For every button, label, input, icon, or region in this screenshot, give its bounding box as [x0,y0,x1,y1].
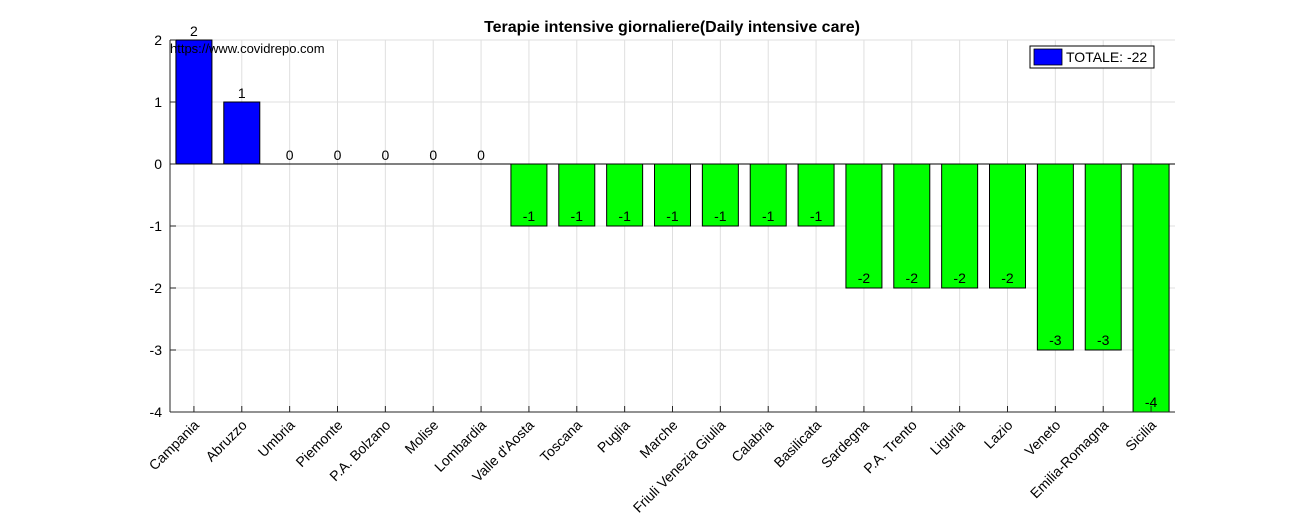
data-label: 2 [190,23,198,39]
y-tick-label: -4 [150,404,163,420]
data-label: 0 [429,147,437,163]
bar [510,163,548,227]
data-label: 0 [334,147,342,163]
x-tick-label: Calabria [728,417,776,465]
bar [1036,163,1074,351]
y-tick-label: -1 [150,218,163,234]
data-label: 0 [286,147,294,163]
bar [989,163,1026,289]
bar [797,163,835,227]
data-labels: 2 1 0 0 0 0 0 -1 -1 -1 -1 -1 -1 -1 -2 -2 -2 -2 -3 -3 -4 [190,23,1157,410]
data-label: -1 [762,208,775,224]
data-label: -1 [810,208,823,224]
bar [845,163,883,289]
data-label: -3 [1097,332,1110,348]
x-tick-label: Umbria [255,417,298,460]
legend-swatch [1033,48,1063,66]
data-label: -1 [714,208,727,224]
x-tick-label: Basilicata [771,417,825,471]
data-label: 0 [381,147,389,163]
source-annotation: https://www.covidrepo.com [170,41,325,56]
x-tick-label: Lazio [981,417,1016,452]
bar [1084,163,1122,351]
x-tick-label: Marche [636,417,680,461]
bar [893,163,931,289]
bar [654,163,691,227]
x-tick-label: Sicilia [1122,417,1159,454]
data-label: -3 [1049,332,1062,348]
data-label: -1 [523,208,536,224]
bars [175,39,1170,413]
bar [1132,163,1170,413]
data-label: -1 [618,208,631,224]
data-label: -2 [953,270,966,286]
data-label: -2 [1001,270,1014,286]
bar [941,163,979,289]
bar [606,163,644,227]
data-label: -2 [858,270,871,286]
data-label: -1 [571,208,584,224]
bar [223,101,261,165]
data-label: 1 [238,85,246,101]
legend: TOTALE: -22 [1029,45,1155,69]
y-tick-label: 0 [154,156,162,172]
data-label: -4 [1145,394,1158,410]
x-tick-label: Liguria [927,417,968,458]
legend-label: TOTALE: -22 [1066,49,1147,65]
x-tick-label: Toscana [537,417,585,465]
x-tick-label: Friuli Venezia Giulia [630,417,729,516]
bar [701,163,739,227]
x-tick-label: Veneto [1021,417,1063,459]
x-tick-label: Molise [401,417,441,457]
bar [175,39,213,165]
chart-title: Terapie intensive giornaliere(Daily inte… [484,19,860,36]
y-tick-label: 2 [154,32,162,48]
data-label: -1 [666,208,679,224]
axes [169,39,1175,413]
x-tick-label: Abruzzo [202,417,250,465]
x-tick-label: Puglia [594,417,633,456]
y-tick-label: 1 [154,94,162,110]
bar [749,163,787,227]
data-label: -2 [906,270,919,286]
y-tick-label: -3 [150,342,163,358]
y-tick-label: -2 [150,280,163,296]
data-label: 0 [477,147,485,163]
x-tick-label: Campania [146,417,203,474]
y-tick-labels: 2 1 0 -1 -2 -3 -4 [150,32,163,420]
